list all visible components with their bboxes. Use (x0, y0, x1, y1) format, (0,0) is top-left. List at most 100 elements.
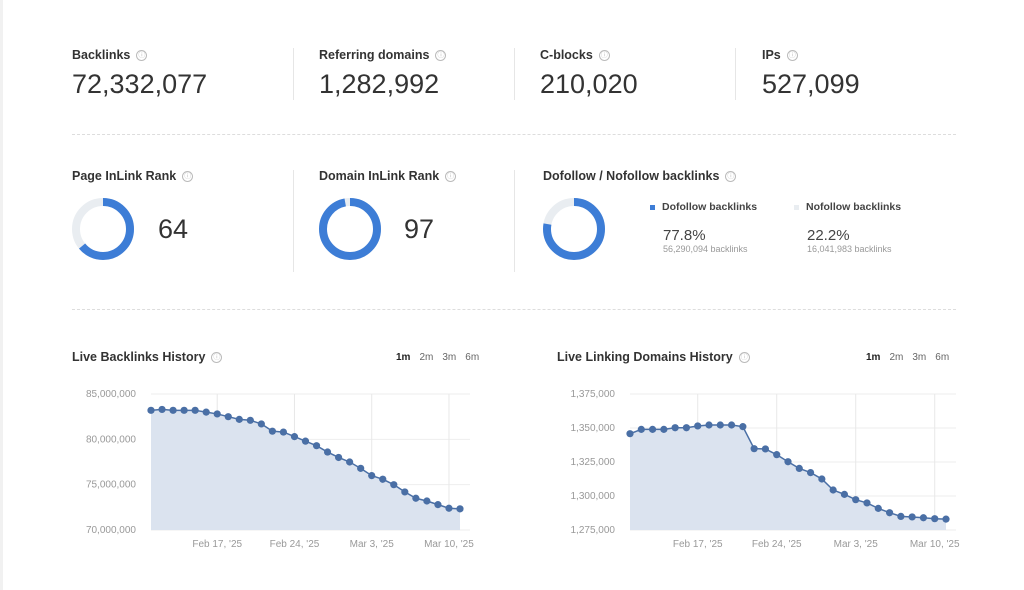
y-tick-label: 85,000,000 (86, 389, 136, 400)
data-point (246, 416, 254, 424)
range-2m[interactable]: 2m (419, 352, 434, 363)
data-point (257, 420, 265, 428)
y-tick-label: 1,350,000 (571, 423, 616, 434)
data-point (301, 437, 310, 445)
data-point (445, 504, 453, 512)
data-point (919, 514, 928, 522)
data-point (897, 512, 905, 520)
legend-dofollow: Dofollow backlinks 77.8% 56,290,094 back… (650, 201, 757, 254)
y-tick-label: 70,000,000 (86, 525, 136, 536)
range-selector: 1m 2m 3m 6m (866, 352, 949, 363)
donut-fill (319, 198, 381, 260)
divider (293, 48, 294, 100)
info-icon[interactable]: ⓘ (786, 50, 798, 62)
data-point (739, 423, 747, 431)
divider (514, 48, 515, 100)
data-point (761, 445, 770, 453)
data-point (202, 408, 210, 416)
info-icon[interactable]: ⓘ (738, 352, 750, 364)
domain-inlink-rank-title: Domain InLink Rank ⓘ (319, 169, 457, 183)
range-2m[interactable]: 2m (889, 352, 904, 363)
nofollow-count: 16,041,983 backlinks (807, 244, 892, 254)
stat-value: 210,020 (540, 69, 638, 99)
y-tick-label: 80,000,000 (86, 434, 136, 445)
backlinks-history-chart: 85,000,000 80,000,000 75,000,000 70,000,000… (86, 389, 474, 550)
data-point (705, 421, 713, 429)
data-point (885, 509, 894, 517)
range-6m[interactable]: 6m (935, 352, 950, 363)
legend-swatch (650, 204, 655, 210)
info-icon[interactable]: ⓘ (136, 50, 148, 62)
data-point (268, 427, 276, 435)
stat-backlinks: Backlinks ⓘ 72,332,077 (72, 48, 207, 100)
range-selector: 1m 2m 3m 6m (396, 352, 479, 363)
range-6m[interactable]: 6m (465, 352, 480, 363)
range-1m[interactable]: 1m (396, 352, 411, 363)
data-point (694, 422, 702, 430)
range-3m[interactable]: 3m (912, 352, 927, 363)
data-point (671, 424, 679, 432)
stat-c-blocks: C-blocks ⓘ 210,020 (540, 48, 638, 100)
range-3m[interactable]: 3m (442, 352, 457, 363)
data-point (626, 430, 634, 438)
x-tick-label: Mar 10, '25 (910, 539, 960, 550)
data-point (235, 415, 243, 423)
linking-domains-history-chart: 1,375,000 1,350,000 1,325,000 1,300,000 1,27… (571, 389, 961, 550)
data-point (412, 494, 420, 502)
info-icon[interactable]: ⓘ (182, 171, 194, 183)
stat-label: IPs (762, 48, 781, 62)
data-point (818, 475, 826, 483)
data-point (169, 406, 177, 414)
info-icon[interactable]: ⓘ (445, 171, 457, 183)
data-point (750, 445, 758, 453)
data-point (874, 504, 882, 512)
section-divider (72, 309, 956, 310)
data-point (863, 499, 871, 507)
page-inlink-rank-donut (72, 198, 134, 260)
section-divider (72, 134, 956, 135)
data-point (279, 428, 288, 436)
linking-domains-history-title: Live Linking Domains History ⓘ (557, 350, 750, 364)
dofollow-title: Dofollow / Nofollow backlinks ⓘ (543, 169, 737, 183)
data-point (931, 515, 939, 523)
data-point (942, 515, 950, 523)
x-tick-label: Feb 17, '25 (192, 539, 242, 550)
stat-value: 72,332,077 (72, 69, 208, 99)
page-inlink-rank-value: 64 (158, 214, 189, 244)
stat-label: Backlinks (72, 48, 131, 62)
data-point (434, 501, 442, 509)
range-1m[interactable]: 1m (866, 352, 881, 363)
info-icon[interactable]: ⓘ (725, 171, 737, 183)
y-tick-label: 1,375,000 (571, 389, 616, 400)
divider (514, 170, 515, 272)
stat-value: 1,282,992 (319, 69, 440, 99)
data-point (368, 472, 376, 480)
data-point (312, 442, 321, 450)
data-point (401, 488, 409, 496)
domain-inlink-rank-donut (319, 198, 381, 260)
stat-ips: IPs ⓘ 527,099 (762, 48, 860, 100)
info-icon[interactable]: ⓘ (598, 50, 610, 62)
stat-label: Referring domains (319, 48, 430, 62)
data-point (660, 425, 668, 433)
data-point (773, 451, 781, 459)
dofollow-count: 56,290,094 backlinks (663, 244, 748, 254)
donut-fill (72, 198, 134, 260)
data-point (379, 475, 387, 483)
data-point (147, 406, 155, 414)
x-tick-label: Feb 17, '25 (673, 539, 723, 550)
data-point (682, 424, 691, 432)
data-point (806, 469, 815, 477)
page-edge (0, 0, 3, 590)
data-point (224, 413, 232, 421)
data-point (456, 505, 464, 513)
info-icon[interactable]: ⓘ (435, 50, 447, 62)
dofollow-donut (543, 198, 605, 260)
x-tick-label: Feb 24, '25 (270, 539, 320, 550)
info-icon[interactable]: ⓘ (211, 352, 223, 364)
data-point (852, 496, 860, 504)
nofollow-pct: 22.2% (807, 227, 850, 244)
data-point (423, 497, 431, 505)
x-tick-label: Mar 3, '25 (834, 539, 879, 550)
data-point (727, 421, 736, 429)
